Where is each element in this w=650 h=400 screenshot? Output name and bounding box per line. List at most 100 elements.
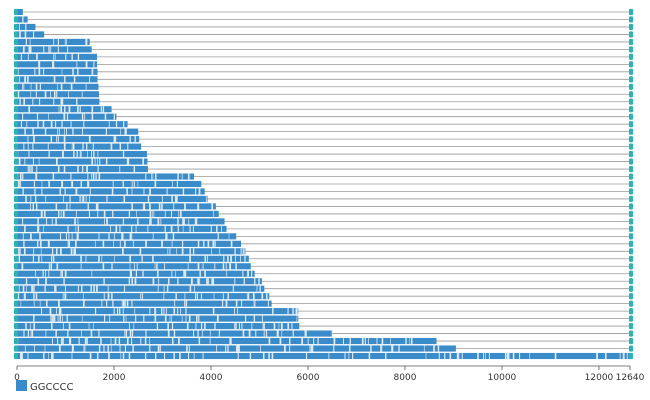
bar-gap (115, 225, 117, 232)
bar-gap (196, 293, 198, 300)
bar-gap (30, 330, 32, 337)
track-end-marker (629, 203, 633, 210)
bar-gap (94, 308, 97, 315)
track-start-marker (14, 165, 18, 173)
bar-gap (344, 352, 346, 360)
bar-gap (129, 263, 131, 270)
bar-gap (41, 255, 43, 262)
bar-gap (128, 210, 131, 217)
bar-gap (23, 98, 25, 105)
track-end-marker (629, 352, 633, 360)
bar-gap (37, 225, 39, 232)
bar-gap (63, 195, 65, 203)
bar-gap (133, 165, 136, 173)
bar-gap (68, 233, 70, 240)
bar-gap (93, 285, 95, 292)
bar-gap (64, 76, 66, 83)
bar-gap (390, 337, 391, 345)
bar-gap (259, 285, 261, 292)
bar-gap (225, 345, 227, 352)
bar-gap (39, 233, 41, 240)
bar-gap (28, 165, 30, 173)
bar-gap (80, 151, 82, 158)
bar-gap (188, 315, 191, 322)
bar-gap (227, 345, 229, 352)
bar-gap (137, 218, 139, 225)
bar-gap (69, 195, 71, 203)
bar-gap (43, 210, 46, 217)
bar-gap (180, 308, 181, 315)
bar-gap (134, 263, 135, 270)
bar-gap (149, 308, 151, 315)
bar-gap (122, 218, 124, 225)
bar-gap (92, 323, 94, 330)
bar-gap (234, 323, 236, 330)
track-end-marker (629, 248, 633, 255)
bar-gap (195, 218, 198, 225)
bar-gap (364, 337, 366, 345)
bar-gap (234, 248, 236, 255)
bar-gap (198, 188, 201, 195)
bar-gap (619, 352, 621, 360)
track-end-marker (629, 345, 633, 352)
bar-gap (53, 285, 55, 292)
bar-gap (241, 300, 243, 307)
track-start-marker (14, 300, 18, 307)
bar-gap (84, 345, 86, 352)
bar-gap (398, 345, 400, 352)
bar-gap (596, 352, 598, 360)
bar-gap (35, 91, 37, 98)
bars-layer (17, 8, 630, 360)
bar-gap (66, 128, 67, 135)
bar-gap (295, 308, 297, 315)
bar-gap (25, 323, 27, 330)
track-start-marker (14, 136, 18, 143)
bar-gap (131, 188, 133, 195)
bar-gap (18, 285, 20, 292)
bar-gap (85, 83, 87, 90)
bar-gap (85, 61, 88, 68)
bar-gap (17, 293, 20, 300)
bar-gap (268, 352, 270, 360)
bar-gap (506, 352, 509, 360)
bar-gap (83, 121, 85, 128)
bar-gap (158, 203, 161, 210)
bar-gap (171, 315, 172, 322)
bar-gap (35, 83, 38, 90)
bar-gap (130, 270, 132, 277)
bar-gap (85, 195, 87, 203)
bar-gap (143, 188, 145, 195)
bar-gap (72, 143, 75, 150)
bar-gap (73, 151, 75, 158)
bar-gap (24, 76, 26, 83)
bar-gap (94, 240, 96, 247)
bar-gap (61, 315, 63, 322)
bar-gap (71, 180, 74, 188)
bar-gap (222, 263, 225, 270)
bar-gap (236, 345, 238, 352)
bar-gap (57, 38, 59, 45)
bar-gap (249, 352, 252, 360)
bar-gap (23, 143, 25, 150)
track-start-marker (14, 106, 18, 113)
bar-gap (103, 345, 105, 352)
bar-gap (27, 330, 30, 337)
bar-gap (109, 315, 111, 322)
bar-gap (368, 352, 371, 360)
bar-gap (80, 255, 82, 262)
bar-gap (306, 330, 307, 337)
bar-gap (104, 113, 107, 120)
bar-gap (262, 323, 264, 330)
bar-gap (135, 270, 138, 277)
bar-gap (118, 337, 121, 345)
track-start-marker (14, 255, 18, 262)
bar-gap (112, 180, 114, 188)
bar-gap (216, 345, 218, 352)
bar-gap (35, 173, 38, 180)
bar-gap (131, 225, 133, 232)
bar-gap (91, 270, 93, 277)
bar-gap (66, 113, 69, 120)
bar (17, 136, 140, 143)
bar-gap (217, 233, 219, 240)
bar-gap (23, 83, 25, 90)
